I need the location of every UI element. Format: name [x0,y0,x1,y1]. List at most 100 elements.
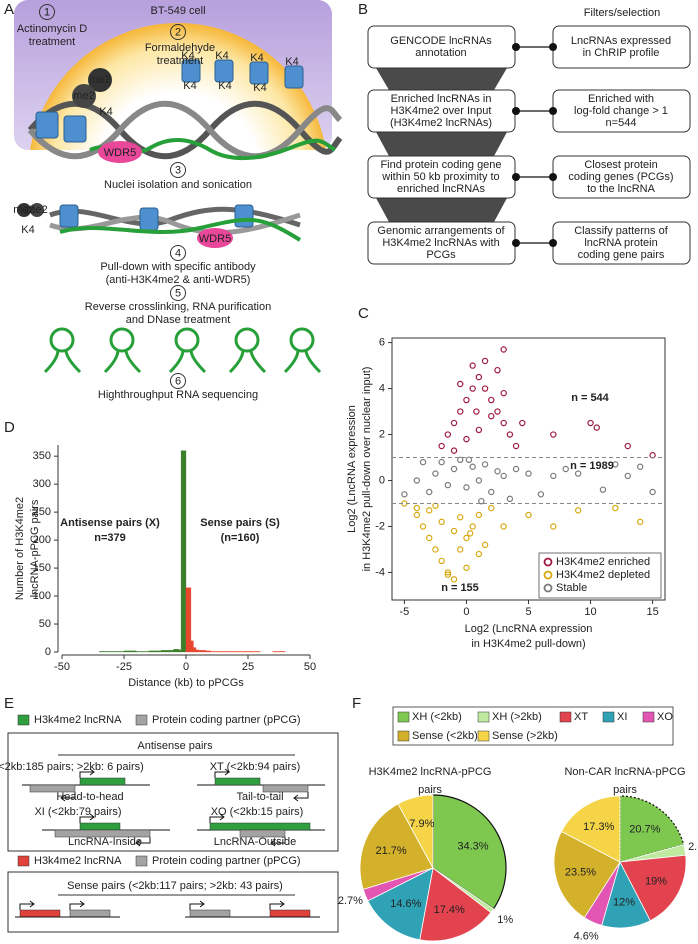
me2 [72,84,96,108]
sense-box [7,871,339,933]
count-label: n = 544 [571,392,609,404]
histone-mark: K4 [181,50,194,62]
box-text: Classify patterns of [574,225,668,237]
x-tick-label: 50 [304,661,316,673]
legend-label: Stable [556,582,587,594]
bar [190,640,194,653]
link-dot [512,173,520,181]
nucleus [28,23,328,160]
column-header: Filters/selection [584,7,660,19]
histone-mark: me2 [73,90,94,102]
point [481,357,489,365]
legend-label: Protein coding partner (pPCG) [152,855,301,867]
point [506,431,514,438]
y-tick-label: 150 [33,562,51,574]
step-circle [170,285,186,301]
point [469,523,476,530]
point [500,419,507,427]
legend-box [538,552,662,599]
point [473,408,480,415]
histone-mark: K4 [250,52,263,64]
box-text: H3K4me2 over Input [391,105,492,117]
step-text: treatment [29,36,75,48]
pie-slice [397,794,434,869]
step-text: Pull-down with specific antibody [100,261,256,273]
x-tick-label: -5 [400,606,410,618]
y-tick-label: 250 [33,506,51,518]
point [537,491,545,498]
legend-label: H3k4me2 lncRNA [34,855,122,867]
point [475,477,483,484]
step-text: Formaldehyde [145,42,215,54]
point [475,550,483,558]
x-axis-label: Distance (kb) to pPCGs [128,677,244,689]
point [450,527,458,535]
gene [189,909,231,918]
bar [173,649,179,653]
point [469,385,476,392]
step-number: 1 [44,6,50,18]
arrangement-caption: Tail-to-tail [236,791,283,803]
step-text: (anti-H3K4me2 & anti-WDR5) [106,274,251,286]
x-tick-label: 5 [525,606,531,618]
link-dot [512,43,520,51]
box-text: to the lncRNA [587,183,656,195]
pie-title: H3K4me2 lncRNA-pPCG [369,766,492,778]
bar [111,651,125,653]
point [481,461,489,468]
x-tick-label: -50 [54,661,70,673]
point [419,458,427,466]
dna-strand [27,100,343,160]
gene [269,909,311,918]
histone-mark: me2 [89,74,110,86]
slice-label: 1% [497,914,513,926]
x-tick-label: -25 [116,661,132,673]
point [413,504,421,512]
gene [79,777,126,786]
y-tick-label: 300 [33,478,51,490]
bar [205,650,211,653]
series-label: Sense pairs (S) [200,517,280,529]
point [574,507,582,514]
point [612,504,619,512]
section-title: Antisense pairs [137,740,213,752]
point [481,385,489,392]
point [444,571,452,578]
step-circle [39,4,55,20]
gene [209,822,311,831]
pie-slice [359,803,434,890]
slice-label: 34.3% [457,841,488,853]
slice-label: 20.7% [629,823,660,835]
box-text: enriched lncRNAs [397,183,486,195]
point [438,557,445,565]
point [481,541,489,549]
point [519,419,526,427]
box-text: Genomic arrangements of [377,225,505,237]
slice-label: 14.6% [390,898,421,910]
legend-label: H3k4me2 lncRNA [34,714,122,726]
pie-title: Non-CAR lncRNA-pPCG [564,766,685,778]
point [494,366,501,374]
point [457,456,464,464]
legend-label: H3K4me2 depleted [556,569,650,581]
box-text: GENCODE lncRNAs [390,35,492,47]
point [500,346,507,353]
me2 [30,203,44,217]
me2 [88,68,112,92]
bar [185,587,192,653]
point [457,546,464,553]
histone-mark: me2 [26,204,47,216]
point [488,488,495,496]
series-label: Antisense pairs (X) [60,517,160,529]
step-circle [170,245,186,261]
legend-label: XH (>2kb) [492,711,542,723]
step-text: treatment [157,55,203,67]
gene [214,777,261,786]
bar [198,650,202,653]
bar [99,651,112,653]
pie-slice [432,794,507,910]
point [463,484,470,491]
gene [29,784,76,793]
point [432,546,439,553]
legend-label: Protein coding partner (pPCG) [152,714,301,726]
